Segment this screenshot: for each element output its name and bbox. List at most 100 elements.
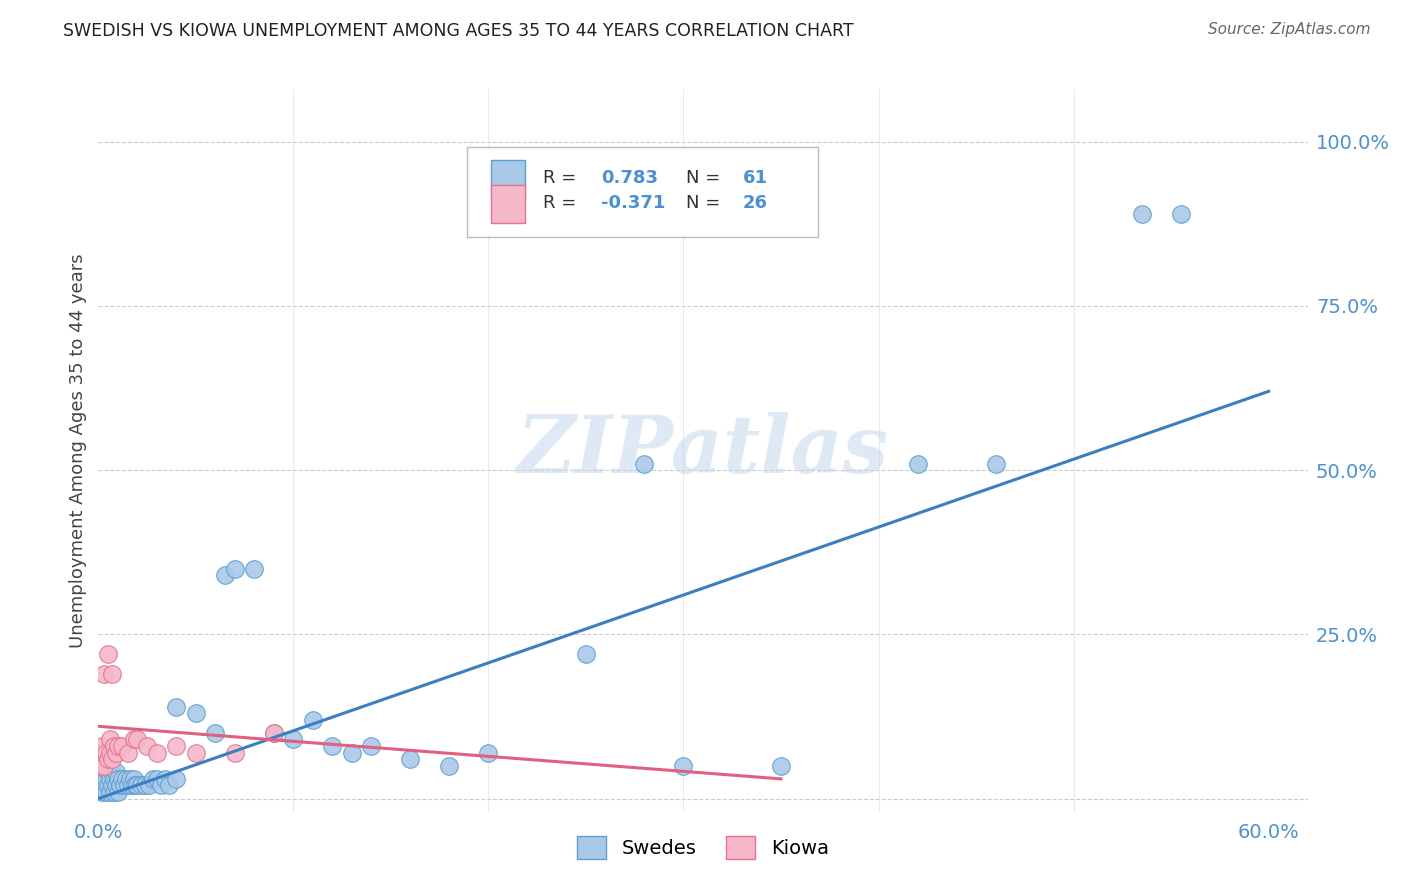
Point <box>1170 207 1192 221</box>
Point <box>477 746 499 760</box>
Point <box>122 732 145 747</box>
Point <box>146 746 169 760</box>
Point <box>98 732 121 747</box>
Point <box>360 739 382 753</box>
Point <box>111 739 134 753</box>
Point <box>101 666 124 681</box>
Point <box>96 772 118 786</box>
Point <box>165 699 187 714</box>
Point <box>101 765 124 780</box>
Point <box>243 562 266 576</box>
Point <box>124 779 146 793</box>
Text: 0.783: 0.783 <box>602 169 658 187</box>
Point <box>340 746 363 760</box>
Point <box>93 779 115 793</box>
Point <box>98 746 121 760</box>
Point <box>118 772 141 786</box>
Point <box>104 779 127 793</box>
Text: N =: N = <box>686 169 725 187</box>
Point <box>114 772 136 786</box>
Point <box>107 785 129 799</box>
Point <box>103 772 125 786</box>
Text: ZIPatlas: ZIPatlas <box>517 412 889 489</box>
Point <box>672 758 695 772</box>
Point <box>89 758 111 772</box>
Point <box>93 666 115 681</box>
Point <box>204 726 226 740</box>
Point <box>96 746 118 760</box>
Point <box>117 779 139 793</box>
Point <box>321 739 343 753</box>
Point <box>127 779 149 793</box>
Point <box>93 765 115 780</box>
Point <box>104 765 127 780</box>
Point <box>98 785 121 799</box>
Point <box>165 772 187 786</box>
Point <box>122 772 145 786</box>
Point <box>157 779 180 793</box>
Point <box>575 647 598 661</box>
Point <box>91 772 114 786</box>
Point <box>107 739 129 753</box>
Point <box>146 772 169 786</box>
Point <box>103 785 125 799</box>
Point <box>142 772 165 786</box>
Point <box>184 706 207 721</box>
Point <box>101 752 124 766</box>
Point <box>111 772 134 786</box>
FancyBboxPatch shape <box>467 147 818 237</box>
Point <box>101 779 124 793</box>
Point <box>153 772 176 786</box>
Point <box>769 758 792 772</box>
FancyBboxPatch shape <box>492 160 526 197</box>
Text: 26: 26 <box>742 194 768 212</box>
Point <box>98 772 121 786</box>
Point <box>439 758 461 772</box>
Point <box>93 758 115 772</box>
Point <box>104 746 127 760</box>
Point <box>907 457 929 471</box>
Point <box>108 779 131 793</box>
Point <box>138 779 160 793</box>
Point <box>103 739 125 753</box>
FancyBboxPatch shape <box>492 186 526 223</box>
Point <box>263 726 285 740</box>
Text: SWEDISH VS KIOWA UNEMPLOYMENT AMONG AGES 35 TO 44 YEARS CORRELATION CHART: SWEDISH VS KIOWA UNEMPLOYMENT AMONG AGES… <box>63 22 853 40</box>
Point <box>149 779 172 793</box>
Point <box>89 779 111 793</box>
Point <box>136 739 159 753</box>
Point <box>224 746 246 760</box>
Point <box>91 739 114 753</box>
Text: -0.371: -0.371 <box>602 194 666 212</box>
Point <box>302 713 325 727</box>
Y-axis label: Unemployment Among Ages 35 to 44 years: Unemployment Among Ages 35 to 44 years <box>69 253 87 648</box>
Legend: Swedes, Kiowa: Swedes, Kiowa <box>569 828 837 867</box>
Text: R =: R = <box>543 169 582 187</box>
Point <box>984 457 1007 471</box>
Text: 61: 61 <box>742 169 768 187</box>
Point <box>121 779 143 793</box>
Point <box>214 568 236 582</box>
Point <box>91 752 114 766</box>
Point <box>399 752 422 766</box>
Point <box>117 746 139 760</box>
Text: N =: N = <box>686 194 725 212</box>
Point <box>184 746 207 760</box>
Text: Source: ZipAtlas.com: Source: ZipAtlas.com <box>1208 22 1371 37</box>
Point <box>97 752 120 766</box>
Point <box>224 562 246 576</box>
Point <box>91 785 114 799</box>
Point <box>134 779 156 793</box>
Point <box>283 732 305 747</box>
Point <box>131 779 153 793</box>
Point <box>89 746 111 760</box>
Point <box>107 772 129 786</box>
Point <box>97 765 120 780</box>
Point <box>97 779 120 793</box>
Point <box>633 457 655 471</box>
Point <box>127 732 149 747</box>
Point <box>165 739 187 753</box>
Point <box>96 785 118 799</box>
Point <box>1130 207 1153 221</box>
Point <box>112 779 135 793</box>
